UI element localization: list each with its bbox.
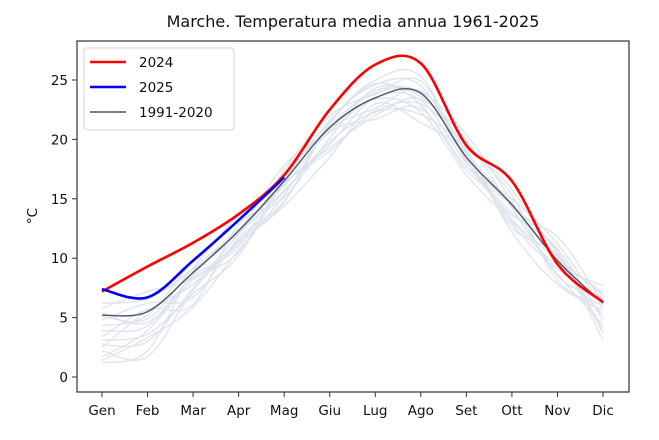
series-line-2025 (101, 176, 286, 300)
series-line-1991-2020 (101, 88, 604, 317)
historical-year-line (101, 97, 604, 323)
series-line-2024 (101, 54, 604, 304)
x-tick-label: Feb (136, 403, 160, 419)
x-tick-label: Apr (227, 403, 251, 419)
y-axis-label: °C (25, 208, 41, 224)
legend-label-2024: 2024 (139, 55, 173, 71)
historical-year-line (101, 100, 604, 316)
y-tick-label: 0 (59, 370, 68, 386)
historical-years-lines (101, 68, 604, 364)
historical-year-line (101, 101, 604, 361)
x-tick-label: Lug (363, 403, 387, 419)
x-tick-label: Ago (408, 403, 434, 419)
x-tick-label: Mar (180, 403, 206, 419)
legend: 2024 2025 1991-2020 (83, 47, 235, 131)
y-axis: 0 5 10 15 20 25 (51, 73, 77, 386)
x-tick-label: Set (455, 403, 477, 419)
y-tick-label: 20 (51, 132, 68, 148)
y-tick-label: 15 (51, 192, 68, 208)
plot-frame (76, 40, 630, 393)
x-tick-label: Giu (318, 403, 341, 419)
historical-year-line (101, 88, 604, 358)
historical-year-line (101, 68, 604, 341)
historical-year-line (101, 87, 604, 361)
y-tick-label: 5 (59, 311, 68, 327)
legend-label-2025: 2025 (139, 80, 173, 96)
y-tick-label: 25 (51, 73, 68, 89)
x-axis: Gen Feb Mar Apr Mag Giu Lug Ago Set Ott Nov Dic (88, 392, 614, 419)
y-tick-label: 10 (51, 251, 68, 267)
x-tick-label: Nov (544, 403, 570, 419)
legend-label-1991-2020: 1991-2020 (139, 105, 213, 121)
x-tick-label: Mag (270, 403, 299, 419)
historical-year-line (101, 105, 604, 309)
chart-title: Marche. Temperatura media annua 1961-202… (167, 12, 540, 31)
x-tick-label: Gen (88, 403, 115, 419)
x-tick-label: Ott (501, 403, 522, 419)
legend-box (83, 47, 235, 131)
x-tick-label: Dic (592, 403, 614, 419)
historical-year-line (101, 97, 604, 333)
highlight-series-lines (101, 54, 604, 317)
historical-year-line (101, 107, 604, 364)
